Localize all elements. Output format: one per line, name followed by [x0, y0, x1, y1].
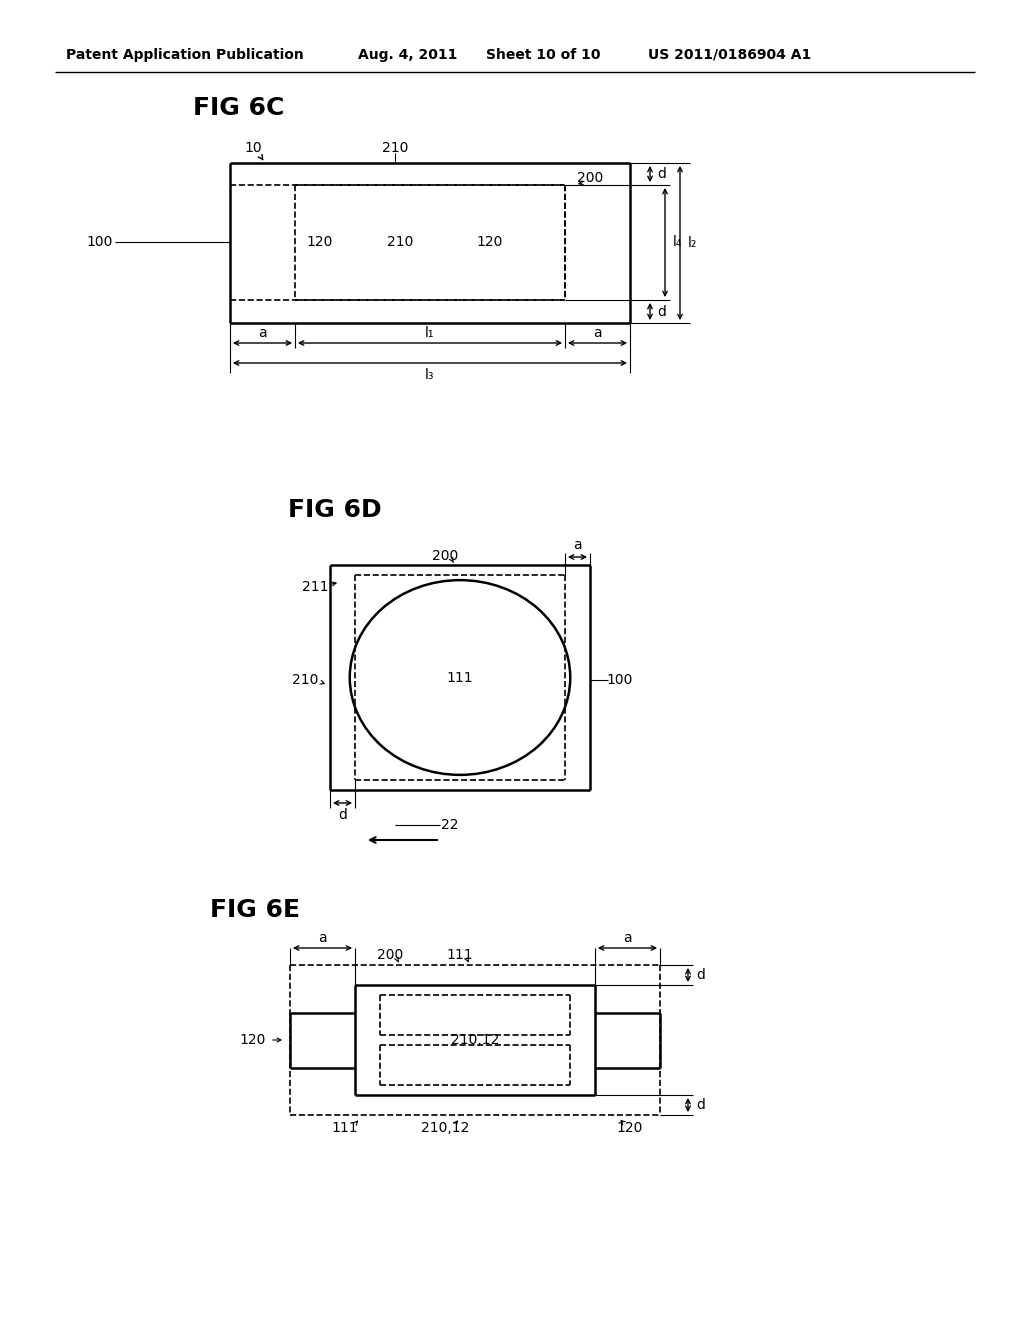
- Text: d: d: [696, 968, 706, 982]
- Text: FIG 6D: FIG 6D: [288, 498, 382, 521]
- Text: FIG 6C: FIG 6C: [193, 96, 285, 120]
- Text: 10: 10: [244, 141, 262, 154]
- Text: 210: 210: [292, 673, 318, 686]
- Text: l₂: l₂: [687, 236, 696, 249]
- Text: 111: 111: [446, 948, 473, 962]
- Text: 200: 200: [377, 948, 403, 962]
- Text: d: d: [657, 305, 667, 318]
- Text: a: a: [593, 326, 602, 341]
- Text: 100: 100: [607, 673, 633, 686]
- Text: a: a: [318, 931, 327, 945]
- Text: l₁: l₁: [425, 326, 435, 341]
- Text: 120: 120: [616, 1121, 643, 1135]
- Text: FIG 6E: FIG 6E: [210, 898, 300, 921]
- Text: 210,12: 210,12: [421, 1121, 469, 1135]
- Text: l₄: l₄: [672, 235, 682, 249]
- Text: l₃: l₃: [425, 368, 435, 381]
- Text: 120: 120: [240, 1034, 266, 1047]
- Text: 111: 111: [332, 1121, 358, 1135]
- Text: 210: 210: [387, 235, 414, 249]
- Text: Patent Application Publication: Patent Application Publication: [67, 48, 304, 62]
- Text: 200: 200: [432, 549, 458, 564]
- Text: d: d: [657, 168, 667, 181]
- Text: 211: 211: [302, 579, 329, 594]
- Text: a: a: [624, 931, 632, 945]
- Text: 100: 100: [87, 235, 114, 249]
- Text: 111: 111: [446, 671, 473, 685]
- Text: 210,12: 210,12: [451, 1034, 499, 1047]
- Text: a: a: [258, 326, 267, 341]
- Text: 210: 210: [382, 141, 409, 154]
- Text: Aug. 4, 2011: Aug. 4, 2011: [358, 48, 458, 62]
- Text: d: d: [696, 1098, 706, 1111]
- Text: 200: 200: [577, 172, 603, 185]
- Text: Sheet 10 of 10: Sheet 10 of 10: [485, 48, 600, 62]
- Text: 120: 120: [477, 235, 503, 249]
- Text: 22: 22: [441, 818, 459, 832]
- Text: US 2011/0186904 A1: US 2011/0186904 A1: [648, 48, 812, 62]
- Text: 120: 120: [307, 235, 333, 249]
- Text: a: a: [573, 539, 582, 552]
- Text: d: d: [338, 808, 347, 822]
